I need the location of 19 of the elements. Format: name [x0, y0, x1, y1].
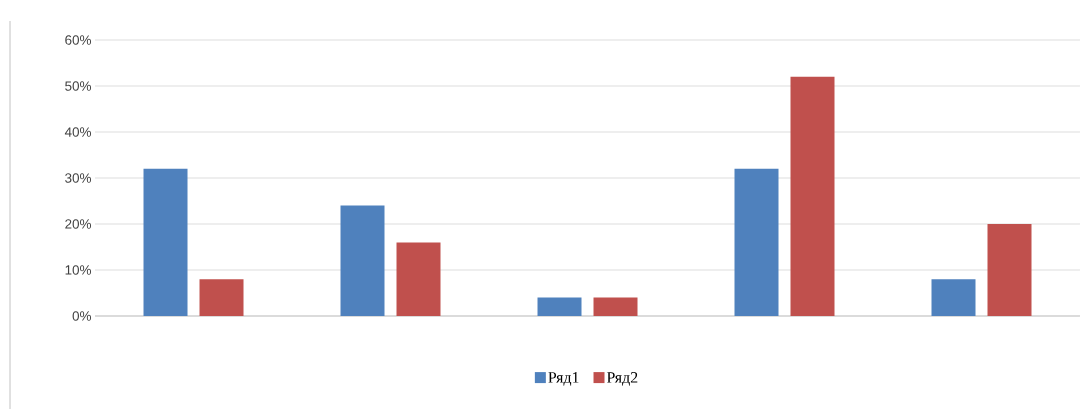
bar — [593, 297, 638, 316]
bar — [143, 168, 188, 316]
bar — [734, 168, 779, 316]
bar — [537, 297, 582, 316]
y-tick-label: 50% — [65, 81, 92, 91]
bar — [931, 279, 976, 316]
y-tick-label: 40% — [64, 127, 92, 137]
y-tick-label: 60% — [65, 35, 92, 45]
legend-label: Ряд2 — [606, 371, 638, 386]
bar — [790, 76, 835, 316]
y-tick-label: 0% — [72, 311, 92, 321]
bar — [396, 242, 441, 316]
legend-label: Ряд1 — [548, 371, 579, 386]
bar — [340, 205, 385, 316]
y-tick-label: 20% — [65, 219, 92, 229]
y-tick-label: 30% — [65, 173, 92, 183]
y-tick-label: 10% — [65, 265, 92, 275]
bar — [987, 223, 1032, 316]
bar — [199, 279, 244, 316]
